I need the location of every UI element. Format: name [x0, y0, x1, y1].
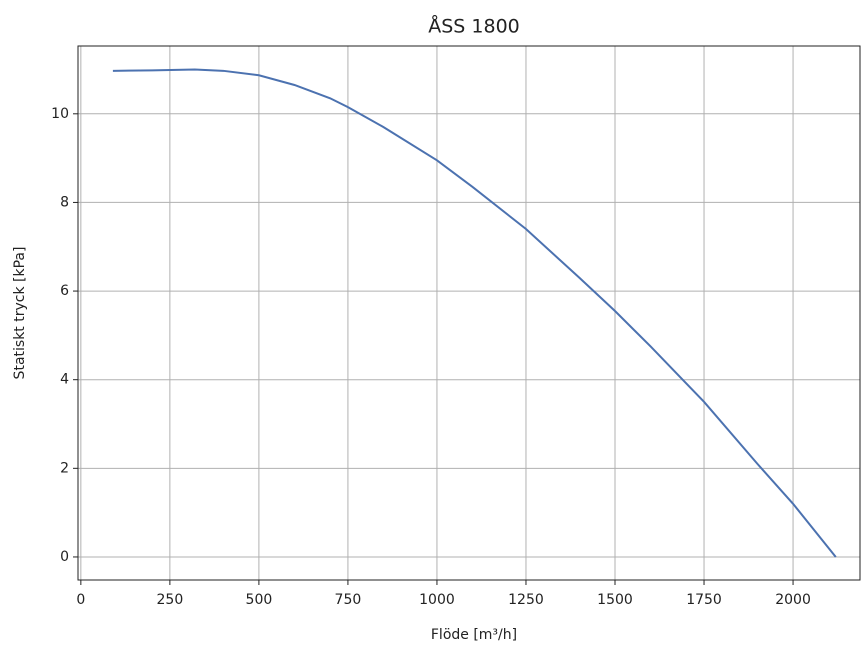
y-axis-label: Statiskt tryck [kPa]	[12, 247, 28, 380]
data-line	[112, 68, 837, 558]
x-tick-label: 1000	[419, 592, 455, 608]
chart-title: ÅSS 1800	[428, 15, 520, 38]
x-tick-label: 0	[76, 592, 85, 608]
y-tick-label: 10	[51, 106, 69, 122]
x-tick-label: 2000	[775, 592, 811, 608]
y-tick-label: 2	[60, 460, 69, 476]
y-tick-label: 4	[60, 372, 69, 388]
x-tick-label: 1750	[686, 592, 722, 608]
x-tick-label: 1250	[508, 592, 544, 608]
y-tick-label: 0	[60, 549, 69, 565]
plot-frame	[77, 45, 861, 581]
x-axis-label: Flöde [m³/h]	[431, 627, 517, 643]
y-tick-label: 6	[60, 283, 69, 299]
x-tick-label: 750	[335, 592, 362, 608]
x-tick-label: 500	[246, 592, 273, 608]
x-tick-label: 1500	[597, 592, 633, 608]
y-tick-label: 8	[60, 194, 69, 210]
x-tick-label: 250	[157, 592, 184, 608]
